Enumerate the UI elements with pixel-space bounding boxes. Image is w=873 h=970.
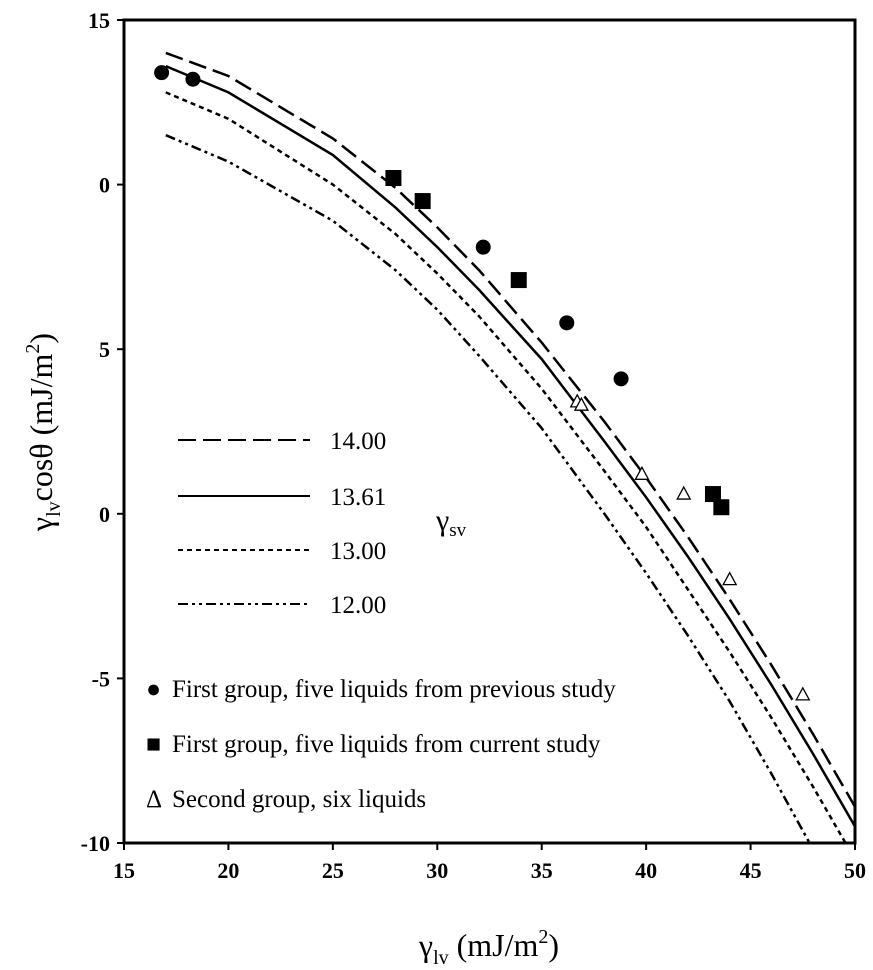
- x-tick-label: 20: [217, 858, 239, 883]
- legend-square-symbol: ■: [146, 731, 161, 758]
- triangle-marker: [634, 465, 650, 480]
- series-line-13-61: [165, 64, 855, 828]
- circle-marker: [185, 71, 201, 87]
- series-line-13-00: [165, 91, 847, 843]
- legend-label-13: 13.00: [330, 538, 386, 565]
- legend-circle-symbol: ●: [146, 676, 161, 703]
- y-tick-label: 5: [99, 337, 110, 362]
- gamma-sv-label: γsv: [435, 504, 467, 541]
- y-tick-label: -5: [92, 666, 110, 691]
- series-line-14-00: [165, 51, 855, 808]
- legend-markers: ● First group, five liquids from previou…: [146, 676, 616, 813]
- circle-marker: [154, 65, 170, 81]
- square-marker: [414, 193, 431, 210]
- y-tick-label: 0: [99, 173, 110, 198]
- x-tick-label: 40: [635, 858, 657, 883]
- x-tick-label: 50: [844, 858, 866, 883]
- square-marker: [704, 486, 721, 503]
- circle-marker: [613, 371, 629, 387]
- legend-lines: 14.00 13.61 13.00 12.00 γsv: [178, 428, 467, 619]
- legend-label-12: 12.00: [330, 592, 386, 619]
- triangle-marker: [676, 485, 692, 500]
- legend-square-label: First group, five liquids from current s…: [172, 731, 601, 758]
- circle-marker: [559, 315, 575, 331]
- y-axis-ticks: 15 0 5 0 -5 -10: [81, 8, 124, 856]
- legend-circle-label: First group, five liquids from previous …: [172, 676, 616, 703]
- legend-triangle-label: Second group, six liquids: [172, 786, 426, 813]
- y-tick-label: 15: [88, 8, 110, 33]
- legend-label-14: 14.00: [330, 428, 386, 455]
- square-marker: [385, 170, 402, 187]
- legend-triangle-symbol: Δ: [146, 786, 162, 813]
- y-axis-title: γlvcosθ (mJ/m2): [22, 333, 65, 532]
- x-tick-label: 45: [740, 858, 762, 883]
- y-tick-label: -10: [81, 831, 110, 856]
- triangle-marker: [795, 686, 811, 701]
- x-tick-label: 15: [113, 858, 135, 883]
- x-tick-label: 35: [531, 858, 553, 883]
- triangle-marker: [573, 396, 589, 411]
- x-axis-title: γlv (mJ/m2): [418, 926, 559, 969]
- y-tick-label: 0: [99, 502, 110, 527]
- x-axis-ticks: 15 20 25 30 35 40 45 50: [113, 843, 866, 883]
- legend-label-1361: 13.61: [330, 484, 386, 511]
- x-tick-label: 25: [322, 858, 344, 883]
- triangle-marker: [722, 571, 738, 586]
- x-tick-label: 30: [426, 858, 448, 883]
- square-marker: [713, 499, 730, 516]
- data-markers: [154, 65, 811, 701]
- series-line-12-00: [165, 134, 811, 843]
- square-marker: [510, 272, 527, 289]
- series-lines: [165, 51, 855, 843]
- circle-marker: [475, 239, 491, 255]
- plot-frame: [122, 18, 857, 845]
